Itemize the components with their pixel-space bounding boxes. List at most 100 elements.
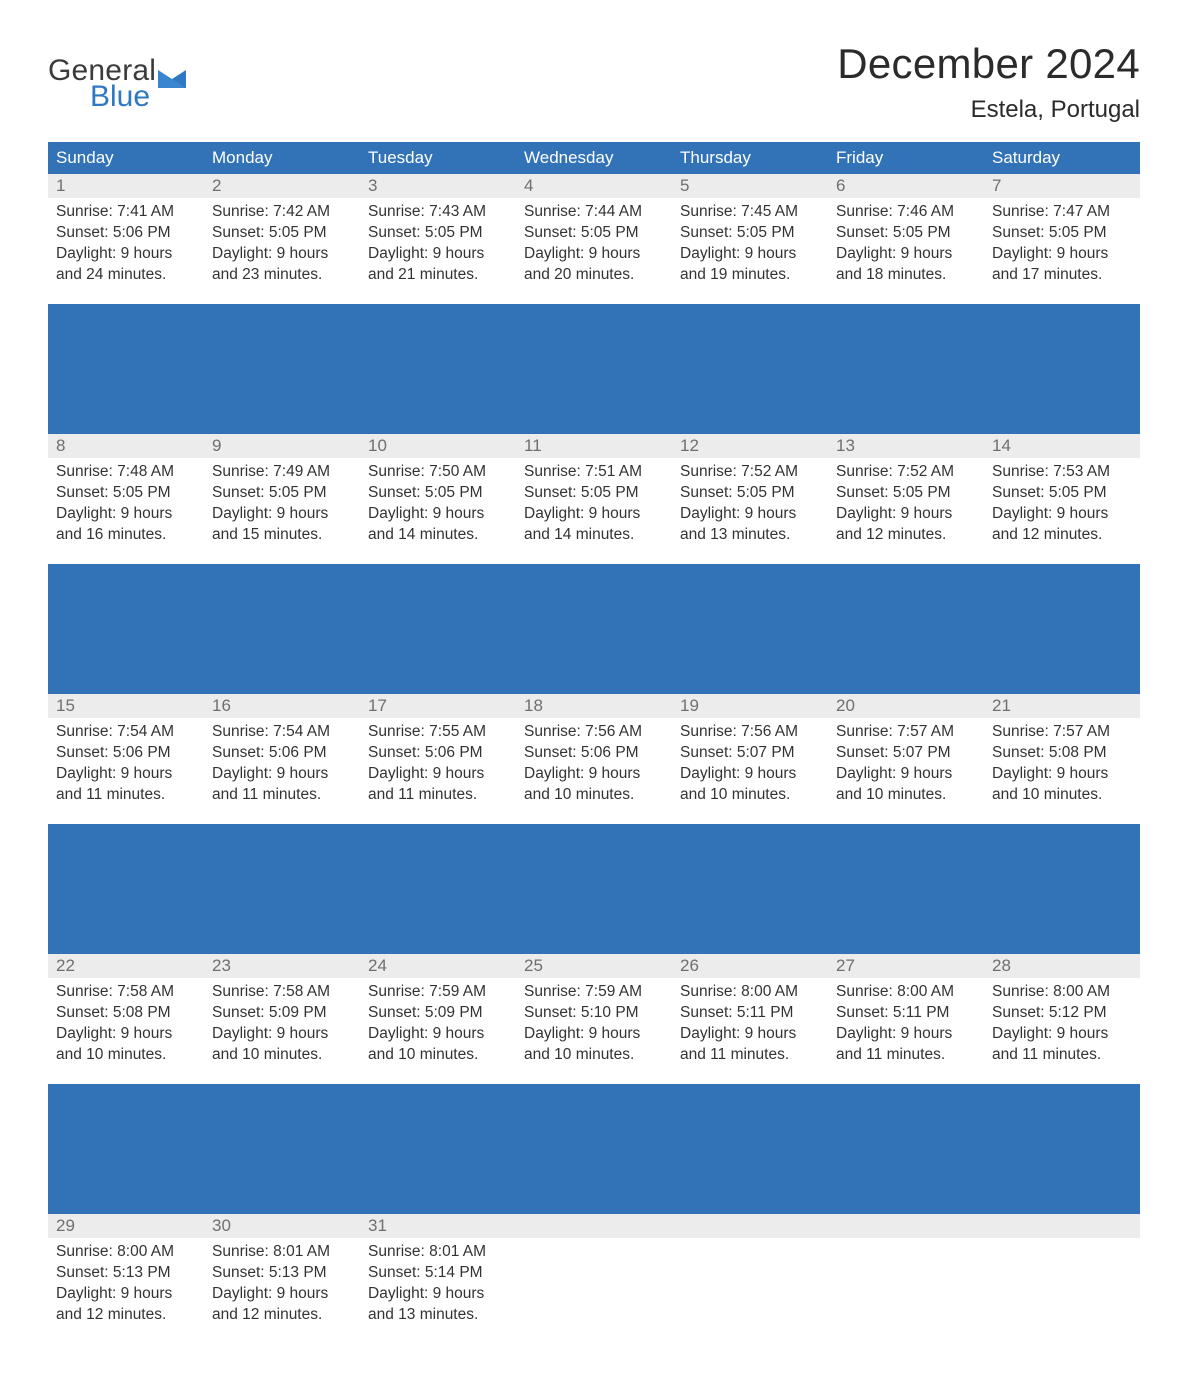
day-daylight2: and 17 minutes.: [992, 265, 1132, 286]
day-number: 10: [360, 434, 516, 458]
day-number: 30: [204, 1214, 360, 1238]
page: General Blue December 2024 Estela, Portu…: [0, 0, 1188, 1384]
day-detail: Sunrise: 7:41 AMSunset: 5:06 PMDaylight:…: [48, 198, 204, 286]
day-sunrise: Sunrise: 7:54 AM: [212, 722, 352, 743]
day-sunset: Sunset: 5:05 PM: [56, 483, 196, 504]
day-sunset: Sunset: 5:09 PM: [212, 1003, 352, 1024]
day-daylight2: and 15 minutes.: [212, 525, 352, 546]
day-sunset: Sunset: 5:13 PM: [56, 1263, 196, 1284]
day-detail: Sunrise: 7:49 AMSunset: 5:05 PMDaylight:…: [204, 458, 360, 546]
day-detail: Sunrise: 8:00 AMSunset: 5:11 PMDaylight:…: [672, 978, 828, 1066]
day-number: 23: [204, 954, 360, 978]
day-sunset: Sunset: 5:05 PM: [368, 223, 508, 244]
day-detail: Sunrise: 7:42 AMSunset: 5:05 PMDaylight:…: [204, 198, 360, 286]
calendar-day-cell: 29Sunrise: 8:00 AMSunset: 5:13 PMDayligh…: [48, 1214, 204, 1344]
day-number: 3: [360, 174, 516, 198]
day-sunset: Sunset: 5:06 PM: [56, 223, 196, 244]
calendar-day-cell: 25Sunrise: 7:59 AMSunset: 5:10 PMDayligh…: [516, 954, 672, 1084]
calendar-week-row: 15Sunrise: 7:54 AMSunset: 5:06 PMDayligh…: [48, 694, 1140, 824]
day-daylight1: Daylight: 9 hours: [836, 1024, 976, 1045]
day-sunset: Sunset: 5:05 PM: [212, 223, 352, 244]
day-sunrise: Sunrise: 7:58 AM: [212, 982, 352, 1003]
day-daylight2: and 18 minutes.: [836, 265, 976, 286]
calendar-day-cell: 17Sunrise: 7:55 AMSunset: 5:06 PMDayligh…: [360, 694, 516, 824]
calendar-day-cell: [828, 1214, 984, 1344]
day-number: 12: [672, 434, 828, 458]
day-detail: Sunrise: 7:45 AMSunset: 5:05 PMDaylight:…: [672, 198, 828, 286]
day-sunrise: Sunrise: 7:59 AM: [524, 982, 664, 1003]
day-daylight2: and 11 minutes.: [368, 785, 508, 806]
day-daylight1: Daylight: 9 hours: [368, 1284, 508, 1305]
day-daylight1: Daylight: 9 hours: [212, 504, 352, 525]
day-sunrise: Sunrise: 8:01 AM: [212, 1242, 352, 1263]
day-detail: Sunrise: 7:47 AMSunset: 5:05 PMDaylight:…: [984, 198, 1140, 286]
day-daylight2: and 13 minutes.: [680, 525, 820, 546]
week-separator: [48, 1084, 1140, 1214]
day-number: 26: [672, 954, 828, 978]
calendar-day-cell: 22Sunrise: 7:58 AMSunset: 5:08 PMDayligh…: [48, 954, 204, 1084]
calendar-day-cell: 31Sunrise: 8:01 AMSunset: 5:14 PMDayligh…: [360, 1214, 516, 1344]
calendar-day-cell: 27Sunrise: 8:00 AMSunset: 5:11 PMDayligh…: [828, 954, 984, 1084]
week-separator: [48, 564, 1140, 694]
day-sunset: Sunset: 5:05 PM: [680, 483, 820, 504]
day-sunset: Sunset: 5:11 PM: [836, 1003, 976, 1024]
calendar-day-cell: 28Sunrise: 8:00 AMSunset: 5:12 PMDayligh…: [984, 954, 1140, 1084]
calendar-day-cell: [984, 1214, 1140, 1344]
day-sunrise: Sunrise: 7:46 AM: [836, 202, 976, 223]
day-detail: Sunrise: 7:51 AMSunset: 5:05 PMDaylight:…: [516, 458, 672, 546]
day-daylight1: Daylight: 9 hours: [992, 504, 1132, 525]
day-daylight2: and 23 minutes.: [212, 265, 352, 286]
day-daylight2: and 14 minutes.: [368, 525, 508, 546]
day-number: 7: [984, 174, 1140, 198]
day-number: 25: [516, 954, 672, 978]
day-daylight2: and 11 minutes.: [836, 1045, 976, 1066]
day-daylight2: and 12 minutes.: [836, 525, 976, 546]
day-daylight2: and 16 minutes.: [56, 525, 196, 546]
day-daylight1: Daylight: 9 hours: [836, 764, 976, 785]
day-sunrise: Sunrise: 7:49 AM: [212, 462, 352, 483]
logo: General Blue: [48, 40, 186, 114]
day-daylight2: and 10 minutes.: [836, 785, 976, 806]
day-daylight2: and 11 minutes.: [680, 1045, 820, 1066]
day-sunset: Sunset: 5:05 PM: [992, 483, 1132, 504]
day-sunrise: Sunrise: 7:41 AM: [56, 202, 196, 223]
day-daylight2: and 13 minutes.: [368, 1305, 508, 1326]
day-daylight1: Daylight: 9 hours: [524, 244, 664, 265]
day-number: 9: [204, 434, 360, 458]
day-daylight2: and 10 minutes.: [524, 785, 664, 806]
day-number: 16: [204, 694, 360, 718]
day-sunset: Sunset: 5:05 PM: [524, 483, 664, 504]
day-daylight1: Daylight: 9 hours: [56, 764, 196, 785]
day-daylight2: and 10 minutes.: [992, 785, 1132, 806]
day-number: 21: [984, 694, 1140, 718]
weekday-header: Tuesday: [360, 142, 516, 174]
day-daylight2: and 10 minutes.: [524, 1045, 664, 1066]
day-sunset: Sunset: 5:13 PM: [212, 1263, 352, 1284]
calendar-day-cell: 16Sunrise: 7:54 AMSunset: 5:06 PMDayligh…: [204, 694, 360, 824]
day-sunset: Sunset: 5:11 PM: [680, 1003, 820, 1024]
weekday-header-row: Sunday Monday Tuesday Wednesday Thursday…: [48, 142, 1140, 174]
day-daylight1: Daylight: 9 hours: [212, 1024, 352, 1045]
page-subtitle: Estela, Portugal: [837, 96, 1140, 124]
calendar-day-cell: 30Sunrise: 8:01 AMSunset: 5:13 PMDayligh…: [204, 1214, 360, 1344]
day-detail: Sunrise: 7:57 AMSunset: 5:08 PMDaylight:…: [984, 718, 1140, 806]
week-separator: [48, 304, 1140, 434]
logo-text-blue: Blue: [90, 80, 150, 114]
calendar-day-cell: 2Sunrise: 7:42 AMSunset: 5:05 PMDaylight…: [204, 174, 360, 304]
calendar-day-cell: 8Sunrise: 7:48 AMSunset: 5:05 PMDaylight…: [48, 434, 204, 564]
day-daylight2: and 12 minutes.: [56, 1305, 196, 1326]
calendar-day-cell: 5Sunrise: 7:45 AMSunset: 5:05 PMDaylight…: [672, 174, 828, 304]
day-sunrise: Sunrise: 7:43 AM: [368, 202, 508, 223]
day-sunrise: Sunrise: 7:45 AM: [680, 202, 820, 223]
day-daylight2: and 12 minutes.: [992, 525, 1132, 546]
day-daylight1: Daylight: 9 hours: [368, 1024, 508, 1045]
day-sunrise: Sunrise: 7:53 AM: [992, 462, 1132, 483]
day-daylight1: Daylight: 9 hours: [56, 1284, 196, 1305]
day-number: 19: [672, 694, 828, 718]
day-daylight2: and 11 minutes.: [212, 785, 352, 806]
day-sunrise: Sunrise: 7:52 AM: [680, 462, 820, 483]
day-sunrise: Sunrise: 7:44 AM: [524, 202, 664, 223]
day-detail: Sunrise: 8:00 AMSunset: 5:11 PMDaylight:…: [828, 978, 984, 1066]
day-daylight1: Daylight: 9 hours: [524, 504, 664, 525]
day-daylight1: Daylight: 9 hours: [368, 244, 508, 265]
